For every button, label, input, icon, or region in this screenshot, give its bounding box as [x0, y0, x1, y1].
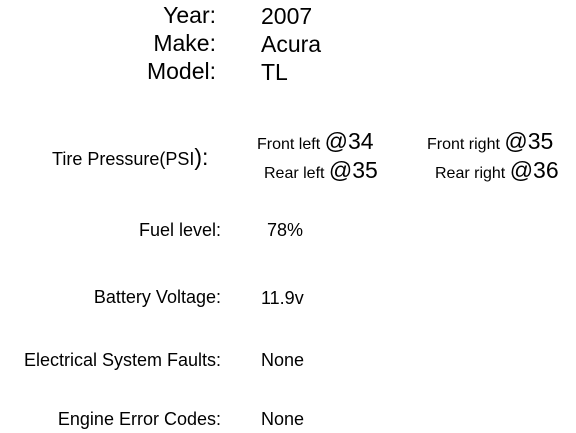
- engine-error-codes-value: None: [261, 409, 305, 429]
- make-value: Acura: [261, 31, 322, 57]
- model-value: TL: [261, 59, 288, 85]
- tire-pressure-label-paren: ):: [194, 144, 209, 170]
- tire-front-right-label: Front right: [427, 136, 500, 153]
- tire-rear-right: Rear right @36: [435, 158, 559, 186]
- tire-front-left-label: Front left: [257, 136, 321, 153]
- fuel-level-value: 78%: [267, 220, 304, 240]
- tire-rear-left: Rear left @35: [264, 158, 378, 186]
- tire-front-left: Front left @34: [257, 129, 374, 157]
- make-label: Make:: [153, 30, 216, 56]
- fuel-level-label: Fuel level:: [138, 220, 221, 240]
- model-label: Model:: [146, 58, 216, 84]
- year-label: Year:: [163, 2, 216, 28]
- tire-rear-right-value: @36: [509, 157, 559, 183]
- tire-front-right: Front right @35: [427, 129, 553, 157]
- tire-rear-left-value: @35: [328, 157, 378, 183]
- tire-front-left-value: @34: [324, 128, 374, 154]
- year-value: 2007: [261, 3, 313, 29]
- battery-voltage-value: 11.9v: [261, 288, 304, 308]
- tire-rear-left-label: Rear left: [264, 165, 325, 182]
- electrical-faults-label: Electrical System Faults:: [23, 350, 221, 370]
- tire-pressure-label: Tire Pressure(PSI):: [52, 145, 208, 171]
- electrical-faults-value: None: [261, 350, 305, 370]
- tire-rear-right-label: Rear right: [435, 165, 506, 182]
- battery-voltage-label: Battery Voltage:: [93, 287, 221, 307]
- tire-pressure-label-text: Tire Pressure(PSI: [52, 149, 195, 169]
- engine-error-codes-label: Engine Error Codes:: [57, 409, 221, 429]
- tire-front-right-value: @35: [504, 128, 554, 154]
